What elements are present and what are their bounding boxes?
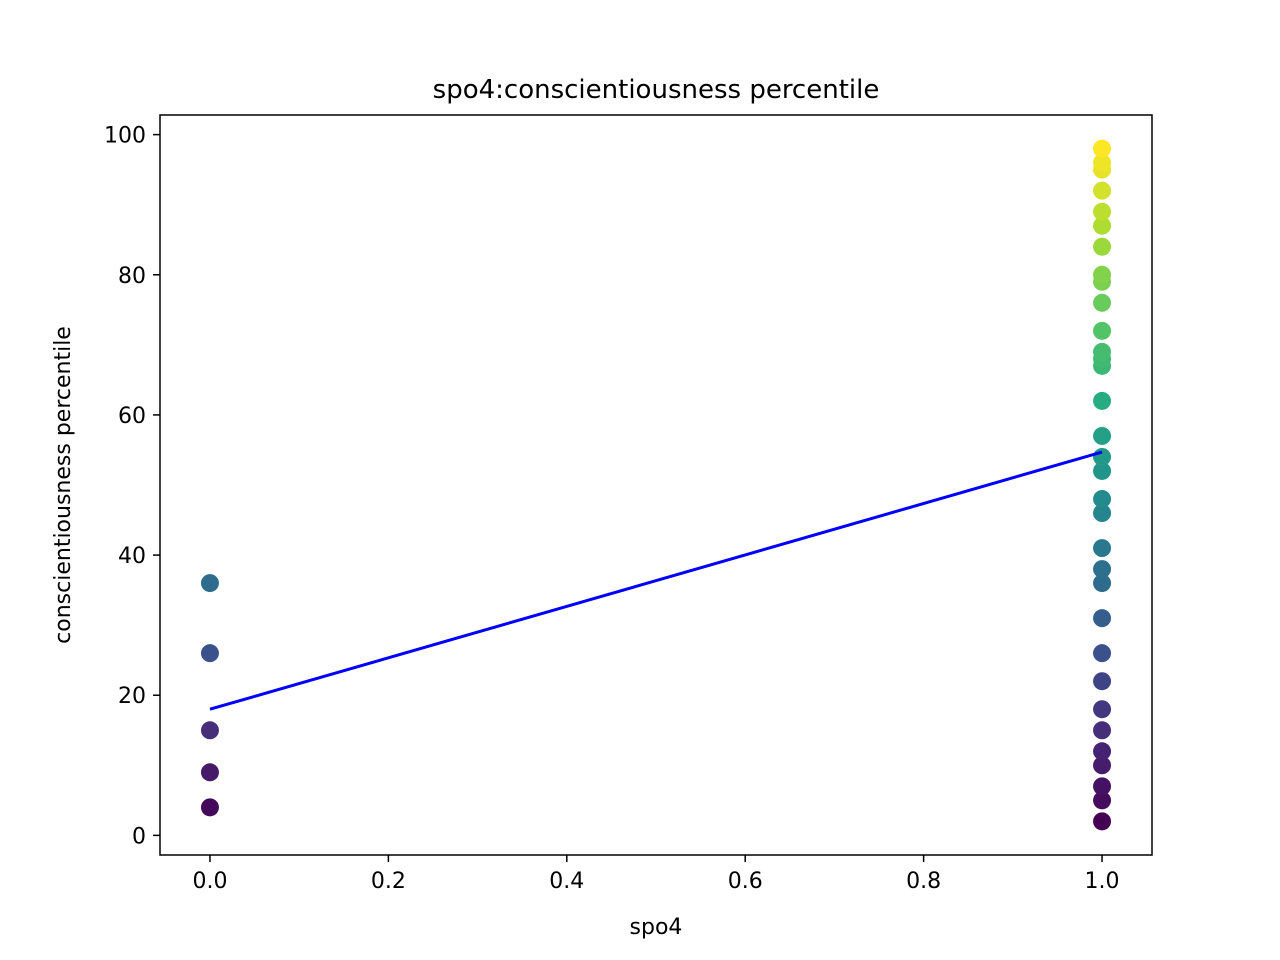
axes-frame [159, 114, 1153, 856]
scatter-point [1093, 216, 1112, 235]
scatter-point [1093, 560, 1112, 579]
scatter-point [1093, 756, 1112, 775]
y-tick-label: 0 [132, 824, 146, 849]
scatter-point [1093, 539, 1112, 558]
y-axis-label: conscientiousness percentile [51, 326, 76, 644]
scatter-point [1093, 202, 1112, 221]
scatter-point [1093, 139, 1112, 158]
scatter-point [1093, 644, 1112, 663]
scatter-point [1093, 461, 1112, 480]
x-axis-label: spo4 [630, 915, 683, 940]
x-tick-label: 1.0 [1085, 869, 1120, 894]
scatter-point [1093, 504, 1112, 523]
scatter-point [200, 798, 219, 817]
scatter-point [1093, 237, 1112, 256]
scatter-point [1093, 721, 1112, 740]
y-tick-label: 80 [118, 264, 146, 289]
scatter-point [1093, 791, 1112, 810]
y-tick-label: 60 [118, 404, 146, 429]
x-tick-label: 0.2 [371, 869, 406, 894]
x-axis-ticks: 0.0 0.2 0.4 0.6 0.8 1.0 [192, 855, 1120, 894]
y-tick-label: 40 [118, 544, 146, 569]
scatter-point [200, 763, 219, 782]
chart-title: spo4:conscientiousness percentile [433, 75, 880, 105]
x-tick-label: 0.4 [549, 869, 584, 894]
regression-line [209, 450, 1103, 711]
scatter-point [1093, 812, 1112, 831]
scatter-point [1093, 700, 1112, 719]
scatter-point [1093, 342, 1112, 361]
x-tick-label: 0.0 [192, 869, 227, 894]
scatter-point [1093, 293, 1112, 312]
scatter-point [1093, 672, 1112, 691]
scatter-point [1093, 609, 1112, 628]
scatter-point [1093, 447, 1112, 466]
scatter-point [200, 574, 219, 593]
scatter-point [200, 721, 219, 740]
y-tick-label: 20 [118, 684, 146, 709]
y-tick-label: 100 [104, 124, 146, 149]
scatter-point [1093, 391, 1112, 410]
scatter-point [1093, 321, 1112, 340]
scatter-point [1093, 574, 1112, 593]
x-tick-label: 0.8 [906, 869, 941, 894]
scatter-point [1093, 490, 1112, 509]
scatter-point [1093, 181, 1112, 200]
scatter-point [1093, 426, 1112, 445]
scatter-point [200, 644, 219, 663]
scatter-point [1093, 777, 1112, 796]
scatter-point [1093, 153, 1112, 172]
scatter-point [1093, 265, 1112, 284]
scatter-point [1093, 742, 1112, 761]
y-axis-ticks: 0 20 40 60 80 100 [104, 124, 160, 849]
plot-area [200, 139, 1112, 831]
x-tick-label: 0.6 [728, 869, 763, 894]
